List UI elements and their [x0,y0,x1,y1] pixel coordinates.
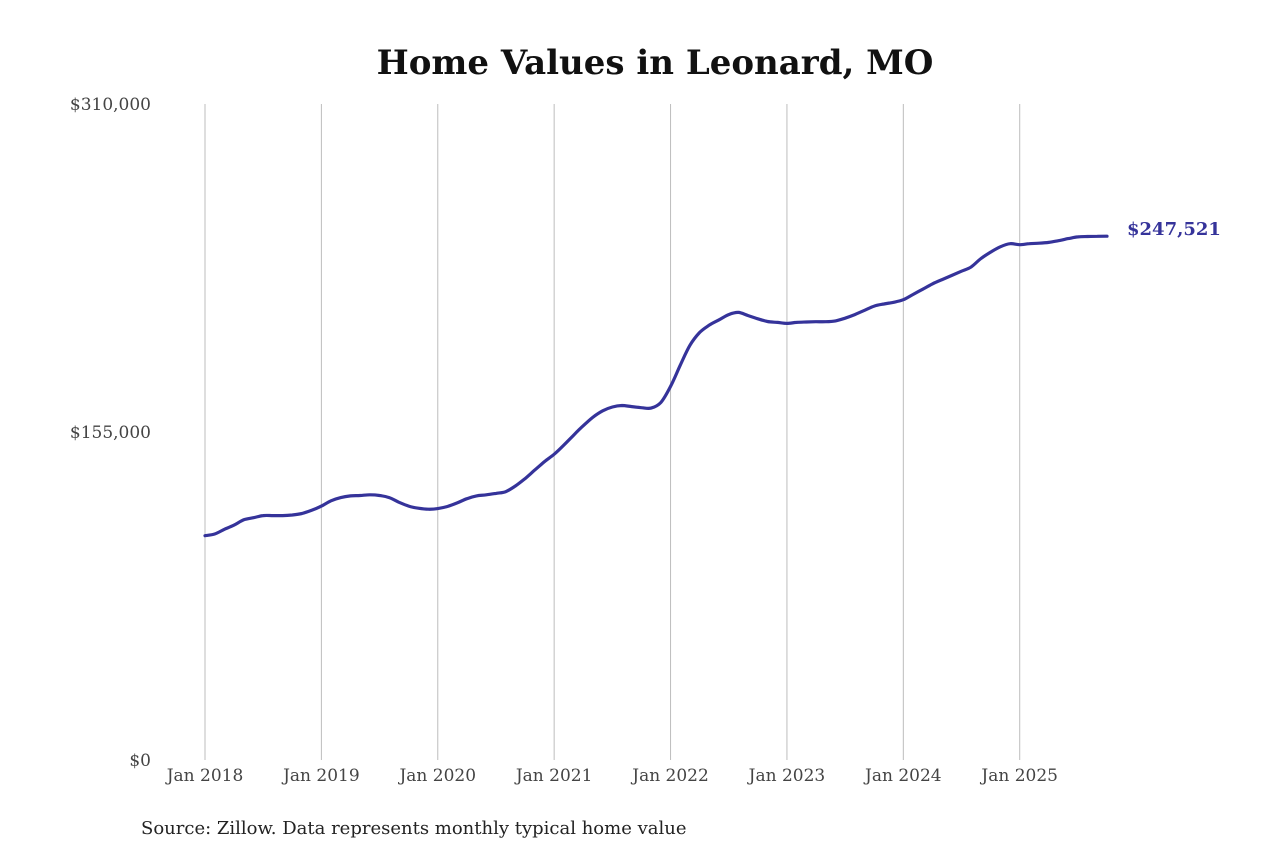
y-tick-label: $310,000 [70,95,151,115]
x-tick-label: Jan 2019 [281,766,360,786]
x-tick-label: Jan 2020 [397,766,476,786]
x-tick-label: Jan 2022 [630,766,709,786]
source-note: Source: Zillow. Data represents monthly … [141,818,687,839]
x-tick-label: Jan 2021 [514,766,593,786]
end-value-label: $247,521 [1127,219,1221,240]
x-tick-label: Jan 2024 [863,766,942,786]
x-tick-label: Jan 2018 [165,766,244,786]
chart-title: Home Values in Leonard, MO [377,43,934,83]
x-tick-label: Jan 2023 [747,766,826,786]
y-axis-ticks: $0 $155,000 $310,000 [70,95,151,771]
x-axis-ticks: Jan 2018 Jan 2019 Jan 2020 Jan 2021 Jan 2022… [165,766,1058,786]
series-line [203,234,1109,538]
x-tick-label: Jan 2025 [979,766,1058,786]
grid-lines [204,104,1021,760]
y-tick-label: $0 [129,751,151,771]
y-tick-label: $155,000 [70,423,151,443]
